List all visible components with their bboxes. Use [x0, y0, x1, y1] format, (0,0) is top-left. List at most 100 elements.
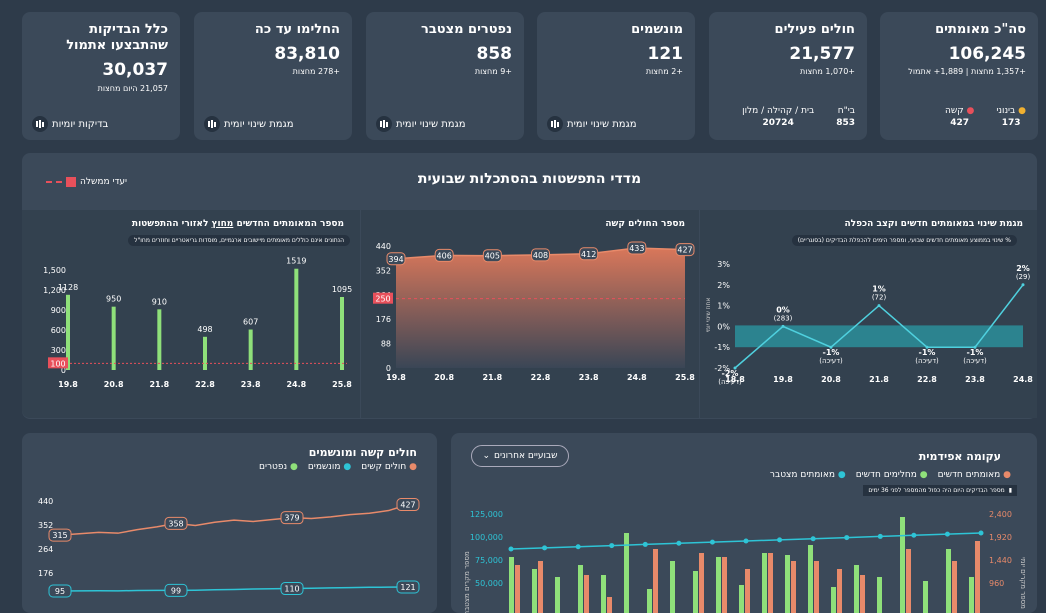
y-tick: 900 — [51, 306, 66, 315]
doubling-svg: 3%2%1%0%-1%-2%18.8 19.8 20.8 21.8 22.8 23.8 24… — [705, 260, 1033, 386]
severe-label: 427 — [400, 501, 415, 510]
new-cases-bar — [791, 561, 796, 613]
y-tick: 3% — [717, 260, 730, 269]
recovered-bar — [716, 557, 721, 613]
y-right-tick: 1,920 — [989, 533, 1012, 542]
label-box — [627, 241, 647, 255]
point-doubling: (29) — [1016, 273, 1031, 281]
label-box — [531, 248, 550, 262]
y-right-tick: 960 — [989, 579, 1004, 588]
card-title: מונשמים — [631, 22, 683, 37]
recovered-bar — [969, 577, 974, 613]
legend-item[interactable]: ● נפטרים — [258, 462, 298, 472]
label-box — [482, 249, 502, 263]
x-tick: 23.8 — [965, 375, 985, 384]
new-cases-bar — [814, 561, 819, 613]
x-tick: 24.8 — [286, 380, 306, 389]
trend-button[interactable]: בדיקות יומיות — [32, 116, 108, 132]
trend-button[interactable]: מגמת שינוי יומית — [204, 116, 293, 132]
point-value: -1% — [967, 348, 984, 357]
vent-label: 121 — [400, 583, 415, 592]
cumulative-point — [810, 536, 816, 542]
point-value: -2% — [722, 369, 739, 378]
y-left-tick: 50,000 — [475, 579, 503, 588]
point-value: -1% — [823, 348, 840, 357]
bar — [248, 329, 253, 370]
bar — [111, 306, 116, 370]
y-tick: 2% — [717, 281, 730, 290]
data-label: 405 — [485, 252, 500, 261]
vent-label: 99 — [171, 586, 181, 595]
trend-button[interactable]: מגמת שינוי יומית — [547, 116, 636, 132]
data-label: 408 — [533, 251, 548, 260]
y-tick: 176 — [376, 315, 391, 324]
recovered-bar — [854, 565, 859, 613]
label-box — [675, 243, 695, 257]
y-tick: 440 — [38, 497, 53, 506]
point-value: 0% — [776, 305, 790, 314]
label-box — [396, 580, 420, 594]
bar-chart-icon — [376, 116, 392, 132]
card-value: 121 — [647, 44, 684, 64]
period-dropdown-label: שבועיים אחרונים — [494, 451, 558, 461]
cumulative-point — [508, 546, 514, 552]
legend-item[interactable]: ● מאומתים מצטבר — [769, 470, 846, 480]
legend-item[interactable]: ● מאומתים חדשים — [937, 470, 1011, 480]
legend-item[interactable]: ● מונשמים — [307, 462, 352, 472]
x-tick: 22.8 — [195, 380, 215, 389]
vent-label: 95 — [55, 587, 65, 596]
y-axis-label: אחוז שינוי יומי — [705, 298, 712, 333]
data-point — [829, 345, 833, 349]
severe-vent-legend: ● חולים קשים ● מונשמים ● נפטרים — [259, 462, 417, 472]
card-title: נפטרים מצטבר — [421, 22, 512, 37]
target-badge — [48, 357, 68, 369]
legend-item[interactable]: ● מחלימים חדשים — [855, 470, 928, 480]
card-title: כלל הבדיקות שהתבצעו אתמול — [66, 22, 168, 53]
y-tick: -2% — [714, 364, 730, 373]
x-tick: 18.8 — [725, 375, 745, 384]
card-value: 21,577 — [789, 44, 855, 64]
trend-button-label: מגמת שינוי יומית — [224, 118, 294, 130]
y-left-tick: 75,000 — [475, 556, 503, 565]
x-tick: 19.8 — [386, 373, 406, 382]
trend-button[interactable]: מגמת שינוי יומית — [376, 116, 465, 132]
spread-title: מדדי התפשטות בהסתכלות שבועית — [417, 171, 642, 187]
legend-item[interactable]: ● חולים קשים — [361, 462, 417, 472]
epi-legend: ● מאומתים חדשים ● מחלימים חדשים ● מאומתים … — [770, 470, 1011, 480]
severe-area-title: מספר החולים קשה — [605, 219, 685, 229]
recovered-bar — [601, 575, 606, 613]
cumulative-point — [911, 532, 917, 538]
period-dropdown[interactable]: שבועיים אחרונים ⌄ — [471, 445, 569, 467]
card-value: 858 — [476, 44, 513, 64]
new-cases-bar — [768, 553, 773, 613]
card-sub: +1,357 מחצות | 1,889+ אתמול — [908, 67, 1026, 76]
area — [396, 247, 685, 368]
card-title: החלימו עד כה — [254, 22, 340, 37]
severe-vent-panel: חולים קשה ומונשמים ● חולים קשים ● מונשמים… — [22, 433, 437, 613]
cumulative-point — [844, 535, 850, 541]
x-tick: 25.8 — [332, 380, 352, 389]
card-sub: +278 מחצות — [292, 67, 340, 76]
new-cases-bar — [860, 575, 865, 613]
x-tick: 24.8 — [1013, 375, 1033, 384]
data-point — [973, 345, 977, 349]
epi-panel: עקומה אפידמית שבועיים אחרונים ⌄ ● מאומתי… — [451, 433, 1037, 613]
band — [735, 325, 1023, 348]
recovered-bar — [785, 555, 790, 613]
new-cases-bar — [952, 561, 957, 613]
data-label: 406 — [437, 251, 452, 260]
point-value: 2% — [1016, 264, 1030, 273]
severe-label: 379 — [284, 514, 299, 523]
cumulative-point — [978, 530, 984, 536]
bar-chart-icon — [204, 116, 220, 132]
epi-title: עקומה אפידמית — [918, 450, 1001, 463]
new-cases-bar — [722, 557, 727, 613]
target-value: 100 — [50, 359, 65, 368]
x-tick: 20.8 — [104, 380, 124, 389]
legend-swatch — [66, 177, 76, 187]
data-point — [781, 324, 785, 328]
gov-targets-legend[interactable]: יעדי ממשלה — [46, 177, 127, 187]
bar-chart-icon: ▮ — [1008, 487, 1012, 494]
recovered-bar — [693, 571, 698, 613]
bar-label: 1128 — [58, 283, 78, 292]
